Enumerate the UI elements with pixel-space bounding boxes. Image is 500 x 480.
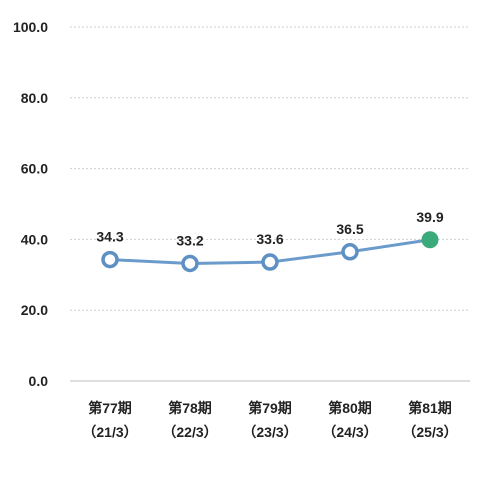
y-tick-label: 100.0 [13,19,48,35]
data-label: 33.6 [256,231,283,247]
data-point [101,250,119,269]
x-tick-sublabel: （23/3） [242,424,297,440]
x-tick-label: 第80期 [328,400,372,416]
x-axis: 第77期 （21/3） 第78期 （22/3） 第79期 （23/3） 第80期 （24/3）… [70,380,470,440]
y-axis: 0.0 20.0 40.0 60.0 80.0 100.0 [13,19,48,389]
x-tick-label: 第77期 [88,400,132,416]
data-point-highlight [421,231,439,249]
data-labels: 34.3 33.2 33.6 36.5 39.9 [96,209,443,249]
data-label: 34.3 [96,229,123,245]
data-point [341,243,359,261]
x-tick-label: 第81期 [408,400,452,416]
x-tick-sublabel: （22/3） [162,424,217,440]
y-tick-label: 60.0 [21,161,48,177]
y-tick-label: 20.0 [21,302,48,318]
x-tick-label: 第78期 [168,400,212,416]
data-label: 33.2 [176,232,203,248]
y-tick-label: 0.0 [29,373,49,389]
data-label: 39.9 [416,209,443,225]
y-tick-label: 40.0 [21,231,48,247]
x-tick-sublabel: （24/3） [322,424,377,440]
data-label: 36.5 [336,221,363,237]
gridlines [70,26,470,311]
data-point [261,253,279,271]
data-point [181,254,199,273]
y-tick-label: 80.0 [21,90,48,106]
series-line-group [101,231,439,273]
x-tick-sublabel: （21/3） [82,424,137,440]
x-tick-sublabel: （25/3） [402,424,457,440]
x-tick-label: 第79期 [248,400,292,416]
